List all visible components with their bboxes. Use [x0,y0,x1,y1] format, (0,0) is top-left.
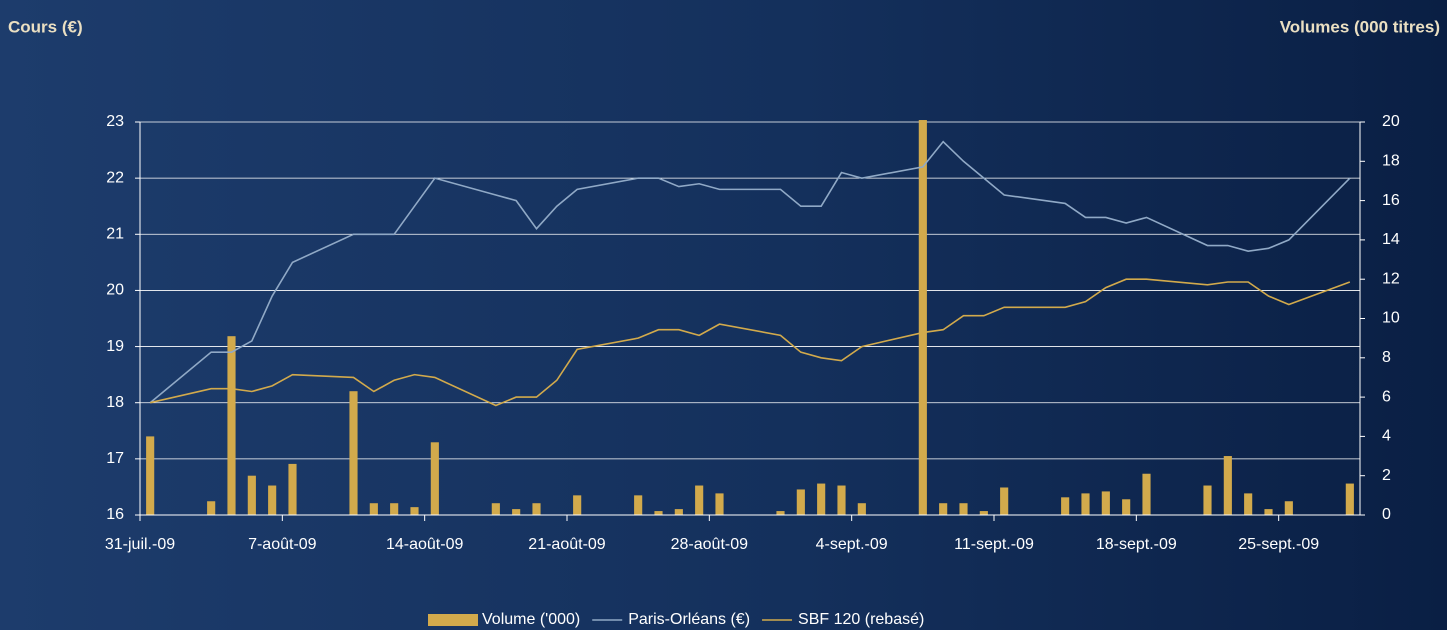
volume-bar [918,120,927,515]
x-tick-label: 25-sept.-09 [1238,536,1319,553]
volume-bar [776,511,785,515]
volume-bar [227,336,236,515]
volume-bar [1244,493,1253,515]
volume-bar [390,503,399,515]
y-tick-label: 22 [106,169,124,186]
volume-bar [654,511,663,515]
y-tick-label: 21 [106,226,124,243]
volume-bar [1203,485,1212,515]
x-tick-label: 28-août-09 [671,536,748,553]
volume-bar [1142,473,1151,515]
volume-bar [674,509,683,515]
volume-bar [715,493,724,515]
volume-bar [817,483,826,515]
y2-tick-label: 4 [1382,428,1391,445]
volume-bar [1264,509,1273,515]
y2-tick-label: 18 [1382,153,1400,170]
x-tick-label: 18-sept.-09 [1096,536,1177,553]
volume-bar [247,475,256,515]
volume-bar [959,503,968,515]
legend-label: Paris-Orléans (€) [628,611,750,628]
volume-bar [512,509,521,515]
x-tick-label: 31-juil.-09 [105,536,175,553]
y-tick-label: 17 [106,450,124,467]
volume-bar [857,503,866,515]
volume-bar [349,391,358,515]
volume-bar [491,503,500,515]
volume-bar [369,503,378,515]
legend-label: Volume ('000) [482,611,580,628]
volume-bar [532,503,541,515]
y2-tick-label: 20 [1382,113,1400,130]
price-line [149,278,1351,407]
volume-bar [634,495,643,515]
y2-tick-label: 0 [1382,506,1391,523]
volume-bar [979,511,988,515]
y2-tick-label: 6 [1382,388,1391,405]
y2-tick-label: 2 [1382,467,1391,484]
volume-bar [1061,497,1070,515]
x-tick-label: 21-août-09 [528,536,605,553]
volume-bar [837,485,846,515]
volume-bar [1223,456,1232,515]
volume-bar [430,442,439,515]
volume-bar [288,463,297,515]
volume-bar [207,501,216,515]
right-axis-title: Volumes (000 titres) [1280,17,1440,36]
x-tick-label: 11-sept.-09 [954,536,1034,553]
left-axis-title: Cours (€) [8,17,83,36]
volume-bar [939,503,948,515]
volume-bar [796,489,805,515]
volume-bar [1122,499,1131,515]
y2-tick-label: 14 [1382,231,1400,248]
price-line [149,140,1351,404]
volume-bar [1101,491,1110,515]
y2-tick-label: 8 [1382,349,1391,366]
y-tick-label: 16 [106,506,124,523]
volume-bar [573,495,582,515]
volume-bar [1081,493,1090,515]
legend-label: SBF 120 (rebasé) [798,611,924,628]
x-tick-label: 14-août-09 [386,536,463,553]
legend-swatch [428,614,478,626]
y2-tick-label: 12 [1382,270,1400,287]
volume-bar [1000,487,1009,515]
volume-bar [268,485,277,515]
volume-bar [146,436,155,515]
y-tick-label: 23 [106,113,124,130]
x-tick-label: 4-sept.-09 [816,536,888,553]
volume-bar [695,485,704,515]
y-tick-label: 18 [106,394,124,411]
volume-bar [1345,483,1354,515]
volume-bar [1284,501,1293,515]
volume-bar [410,507,419,515]
y2-tick-label: 10 [1382,310,1400,327]
y-tick-label: 20 [106,282,124,299]
x-tick-label: 7-août-09 [248,536,317,553]
y2-tick-label: 16 [1382,192,1400,209]
y-tick-label: 19 [106,338,124,355]
